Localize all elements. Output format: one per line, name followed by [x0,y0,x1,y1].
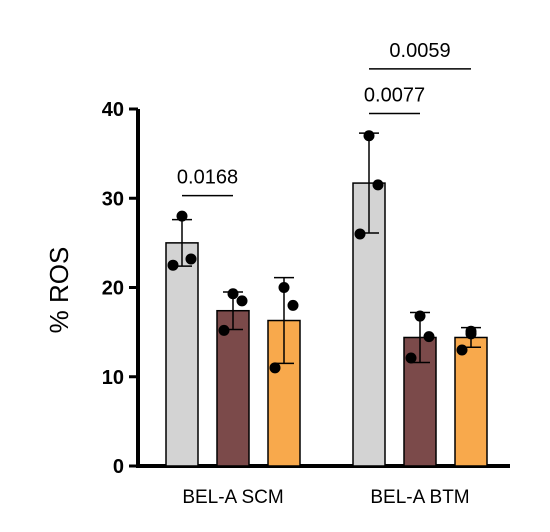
data-point [465,325,477,337]
bar [165,242,199,467]
significance-label: 0.0168 [177,167,238,189]
bar [216,309,250,467]
y-axis-title: % ROS [44,247,74,334]
y-tick-label: 30 [102,188,124,210]
data-point [218,324,230,336]
data-point [236,295,248,307]
data-point [414,310,426,322]
data-point [405,352,417,364]
data-point [363,130,375,142]
category-label: BEL-A SCM [182,487,283,508]
significance-label: 0.0059 [389,40,450,62]
data-point [185,253,197,265]
category-label: BEL-A BTM [370,487,469,508]
y-tick-label: 0 [113,456,124,478]
bar [454,336,488,467]
data-point [287,299,299,311]
y-tick-label: 20 [102,278,124,300]
data-point [278,282,290,293]
significance-label: 0.0077 [364,84,425,106]
y-tick-label: 10 [102,367,124,389]
data-point [269,362,281,374]
data-point [176,210,188,222]
data-point [167,259,179,271]
data-point [354,228,366,240]
data-point [372,179,384,191]
data-point [456,344,468,356]
data-point [423,331,435,343]
y-tick-label: 40 [102,99,124,121]
data-point [227,288,239,300]
